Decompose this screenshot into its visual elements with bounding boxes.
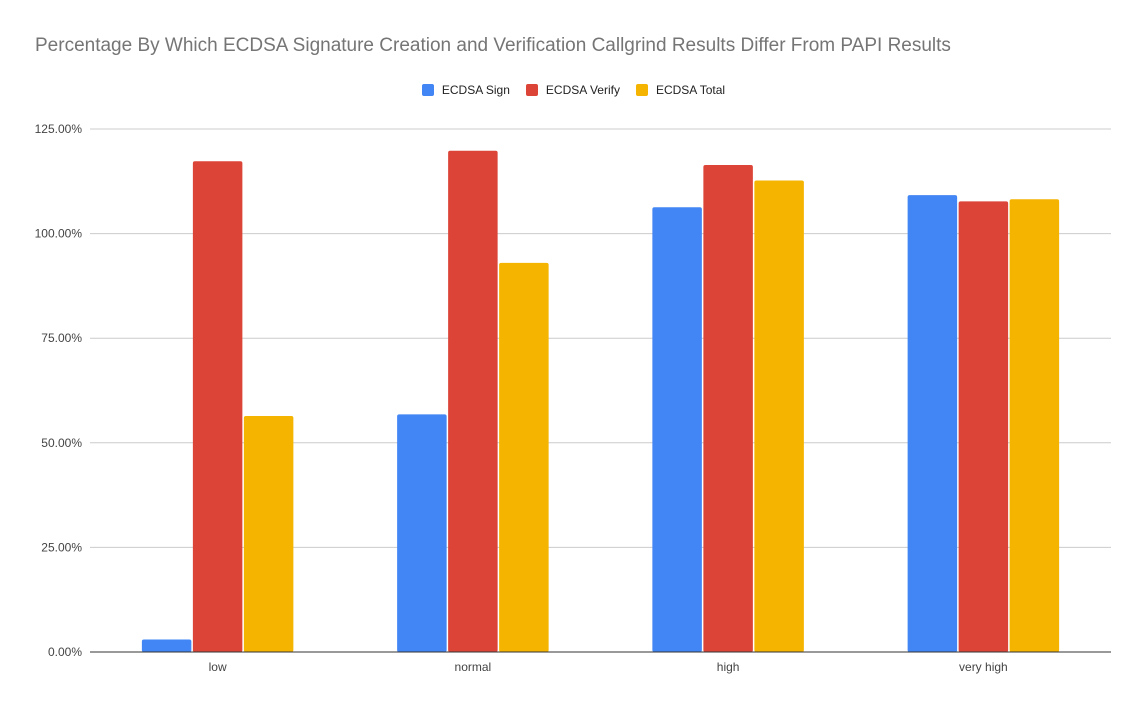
- bar: [907, 195, 958, 653]
- chart-legend: ECDSA Sign ECDSA Verify ECDSA Total: [0, 83, 1147, 97]
- bar: [703, 164, 753, 652]
- x-tick-label: low: [209, 660, 227, 674]
- bar: [243, 416, 294, 652]
- y-tick-label: 50.00%: [41, 436, 82, 450]
- y-tick-label: 100.00%: [35, 227, 83, 241]
- legend-item-sign: ECDSA Sign: [421, 83, 510, 97]
- y-tick-label: 0.00%: [48, 645, 82, 659]
- legend-item-total: ECDSA Total: [635, 83, 726, 97]
- legend-swatch-total: [635, 84, 648, 96]
- y-tick-label: 125.00%: [35, 122, 83, 136]
- legend-label-total: ECDSA Total: [655, 83, 726, 97]
- bar: [958, 201, 1009, 653]
- x-tick-label: normal: [455, 660, 492, 674]
- legend-item-verify: ECDSA Verify: [525, 83, 620, 97]
- y-tick-label: 25.00%: [41, 540, 82, 554]
- legend-swatch-sign: [421, 84, 434, 96]
- bar: [192, 161, 243, 652]
- x-tick-label: very high: [959, 660, 1008, 674]
- legend-label-sign: ECDSA Sign: [441, 83, 510, 97]
- bar: [499, 262, 549, 652]
- bar: [141, 639, 192, 652]
- bar: [754, 180, 804, 652]
- bar: [397, 414, 447, 652]
- bar: [652, 207, 702, 653]
- bar: [1009, 199, 1060, 652]
- y-tick-label: 75.00%: [41, 331, 82, 345]
- legend-label-verify: ECDSA Verify: [545, 83, 620, 97]
- chart-title: Percentage By Which ECDSA Signature Crea…: [35, 35, 951, 56]
- x-tick-label: high: [717, 660, 740, 674]
- bar: [448, 150, 498, 652]
- legend-swatch-verify: [525, 84, 538, 96]
